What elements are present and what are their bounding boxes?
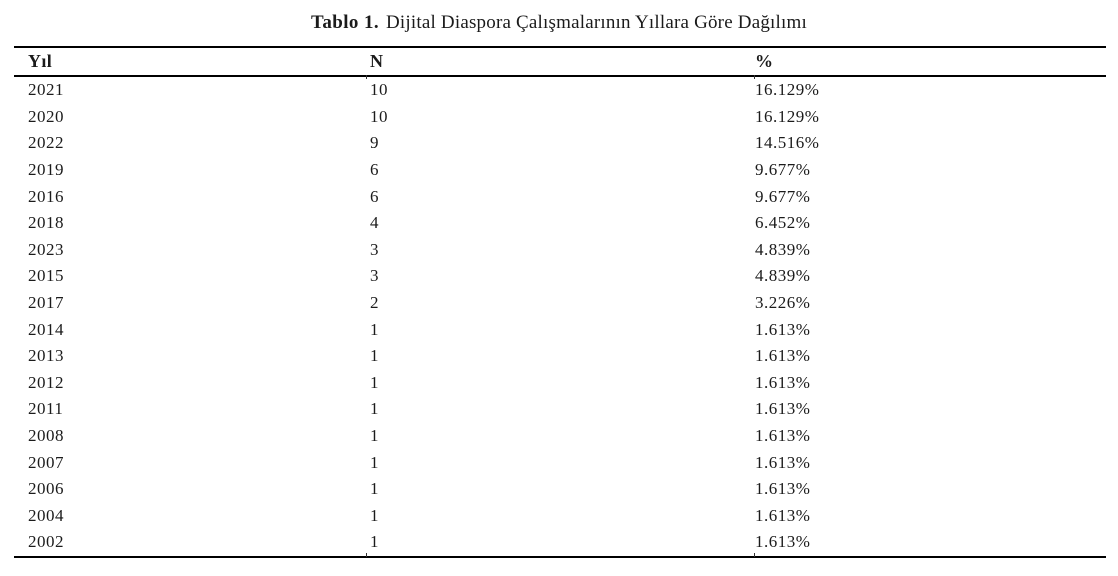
header-percent: %	[740, 47, 1106, 77]
cell-year: 2014	[28, 319, 64, 339]
cell-count: 1	[370, 372, 379, 392]
header-row: Yıl N %	[14, 47, 1106, 77]
table-caption: Tablo 1. Dijital Diaspora Çalışmalarının …	[0, 12, 1118, 34]
cell-percent: 1.613%	[755, 372, 811, 392]
table-row: 2014 1 1.613%	[14, 316, 1106, 343]
cell-count: 1	[370, 346, 379, 366]
cell-year: 2020	[28, 106, 64, 126]
cell-year: 2012	[28, 372, 64, 392]
cell-percent: 1.613%	[755, 532, 811, 552]
column-rule-tick	[366, 75, 367, 79]
cell-count: 4	[370, 213, 379, 233]
cell-year: 2017	[28, 293, 64, 313]
cell-percent: 9.677%	[755, 160, 811, 180]
cell-count: 10	[370, 80, 388, 100]
cell-count: 1	[370, 319, 379, 339]
table-row: 2019 6 9.677%	[14, 157, 1106, 184]
cell-percent: 1.613%	[755, 479, 811, 499]
cell-percent: 1.613%	[755, 399, 811, 419]
cell-count: 9	[370, 133, 379, 153]
cell-percent: 3.226%	[755, 293, 811, 313]
cell-count: 2	[370, 293, 379, 313]
cell-count: 1	[370, 479, 379, 499]
table-row: 2007 1 1.613%	[14, 449, 1106, 476]
cell-year: 2013	[28, 346, 64, 366]
table-body: 2021 10 16.129% 2020 10 16.129% 2022 9 14.516% 20…	[14, 76, 1106, 557]
column-rule-tick	[754, 75, 755, 79]
cell-year: 2016	[28, 186, 64, 206]
table-row: 2012 1 1.613%	[14, 370, 1106, 397]
cell-percent: 6.452%	[755, 213, 811, 233]
table-row: 2011 1 1.613%	[14, 396, 1106, 423]
table-row: 2002 1 1.613%	[14, 529, 1106, 557]
cell-count: 1	[370, 399, 379, 419]
cell-percent: 1.613%	[755, 346, 811, 366]
cell-count: 6	[370, 186, 379, 206]
table-row: 2015 3 4.839%	[14, 263, 1106, 290]
table-row: 2013 1 1.613%	[14, 343, 1106, 370]
cell-count: 10	[370, 106, 388, 126]
column-rule-tick	[754, 553, 755, 557]
cell-count: 3	[370, 266, 379, 286]
cell-percent: 1.613%	[755, 452, 811, 472]
table-row: 2023 3 4.839%	[14, 237, 1106, 264]
cell-year: 2011	[28, 399, 64, 419]
cell-percent: 9.677%	[755, 186, 811, 206]
cell-count: 1	[370, 426, 379, 446]
cell-year: 2004	[28, 505, 64, 525]
cell-year: 2015	[28, 266, 64, 286]
table-row: 2017 2 3.226%	[14, 290, 1106, 317]
table-row: 2022 9 14.516%	[14, 130, 1106, 157]
cell-year: 2008	[28, 426, 64, 446]
cell-percent: 16.129%	[755, 80, 820, 100]
header-count: N	[352, 47, 740, 77]
cell-percent: 16.129%	[755, 106, 820, 126]
table-row: 2020 10 16.129%	[14, 104, 1106, 131]
cell-percent: 4.839%	[755, 239, 811, 259]
column-rule-tick	[366, 553, 367, 557]
table-header: Yıl N %	[14, 47, 1106, 77]
table-row: 2016 6 9.677%	[14, 183, 1106, 210]
distribution-table: Yıl N % 2021 10 16.129% 2020 10 16.129% 2022 9 1…	[14, 46, 1106, 558]
cell-count: 6	[370, 160, 379, 180]
table-row: 2018 4 6.452%	[14, 210, 1106, 237]
cell-year: 2021	[28, 80, 64, 100]
cell-percent: 4.839%	[755, 266, 811, 286]
cell-percent: 1.613%	[755, 319, 811, 339]
table-row: 2008 1 1.613%	[14, 423, 1106, 450]
table-row: 2021 10 16.129%	[14, 76, 1106, 104]
table-row: 2006 1 1.613%	[14, 476, 1106, 503]
cell-year: 2019	[28, 160, 64, 180]
cell-year: 2002	[28, 532, 64, 552]
cell-year: 2022	[28, 133, 64, 153]
cell-count: 1	[370, 505, 379, 525]
table-caption-text: Dijital Diaspora Çalışmalarının Yıllara …	[386, 12, 807, 33]
cell-year: 2018	[28, 213, 64, 233]
cell-percent: 14.516%	[755, 133, 820, 153]
cell-count: 1	[370, 452, 379, 472]
cell-year: 2006	[28, 479, 64, 499]
table-caption-number: Tablo 1.	[311, 12, 380, 33]
cell-percent: 1.613%	[755, 426, 811, 446]
header-year: Yıl	[14, 47, 352, 77]
cell-year: 2023	[28, 239, 64, 259]
cell-count: 1	[370, 532, 379, 552]
cell-year: 2007	[28, 452, 64, 472]
cell-percent: 1.613%	[755, 505, 811, 525]
table-row: 2004 1 1.613%	[14, 503, 1106, 530]
cell-count: 3	[370, 239, 379, 259]
